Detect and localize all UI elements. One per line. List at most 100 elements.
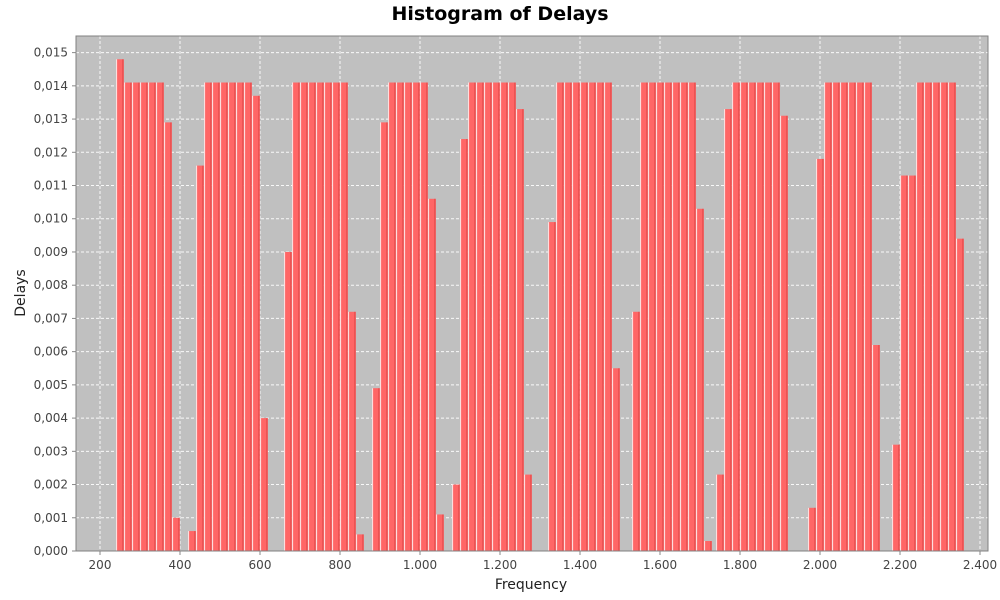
- bar-fill: [260, 418, 268, 551]
- histogram-bar: [764, 82, 772, 552]
- bar-fill: [856, 82, 864, 552]
- y-tick-label: 0,015: [34, 46, 68, 60]
- histogram-bar: [856, 82, 864, 552]
- histogram-bar: [292, 82, 300, 552]
- histogram-bar: [372, 388, 380, 551]
- bar-fill: [696, 208, 704, 551]
- bar-fill: [740, 82, 748, 552]
- histogram-bar: [476, 82, 484, 552]
- bar-fill: [204, 82, 212, 552]
- x-axis-label: Frequency: [495, 577, 567, 593]
- histogram-bar: [332, 82, 340, 552]
- histogram-bar: [664, 82, 672, 552]
- bar-fill: [772, 82, 780, 552]
- histogram-bar: [404, 82, 412, 552]
- histogram-bar: [780, 115, 788, 551]
- histogram-bar: [756, 82, 764, 552]
- histogram-bar: [436, 514, 444, 551]
- histogram-bar: [808, 507, 816, 551]
- histogram-bar: [704, 541, 712, 551]
- bar-fill: [948, 82, 956, 552]
- histogram-bar: [732, 82, 740, 552]
- bar-fill: [348, 311, 356, 551]
- histogram-bar: [164, 122, 172, 552]
- bar-fill: [380, 122, 388, 552]
- histogram-bar: [508, 82, 516, 552]
- bar-fill: [516, 109, 524, 551]
- bar-fill: [404, 82, 412, 552]
- histogram-bar: [388, 82, 396, 552]
- bar-fill: [252, 95, 260, 551]
- bar-fill: [124, 82, 132, 552]
- y-tick-label: 0,011: [34, 179, 68, 193]
- x-tick-label: 800: [329, 558, 352, 572]
- bar-fill: [580, 82, 588, 552]
- histogram-bar: [724, 109, 732, 551]
- bar-fill: [840, 82, 848, 552]
- bar-fill: [420, 82, 428, 552]
- bar-fill: [332, 82, 340, 552]
- histogram-bar: [696, 208, 704, 551]
- histogram-bar: [588, 82, 596, 552]
- bar-fill: [664, 82, 672, 552]
- bar-fill: [524, 474, 532, 551]
- histogram-bar: [148, 82, 156, 552]
- bar-fill: [500, 82, 508, 552]
- y-tick-label: 0,013: [34, 112, 68, 126]
- histogram-bar: [524, 474, 532, 551]
- y-tick-label: 0,001: [34, 511, 68, 525]
- histogram-bar: [492, 82, 500, 552]
- histogram-bar: [824, 82, 832, 552]
- histogram-bar: [132, 82, 140, 552]
- y-tick-label: 0,004: [34, 411, 68, 425]
- bar-fill: [732, 82, 740, 552]
- histogram-bar: [816, 158, 824, 551]
- histogram-bar: [748, 82, 756, 552]
- y-tick-label: 0,000: [34, 544, 68, 558]
- histogram-bar: [252, 95, 260, 551]
- histogram-bar: [412, 82, 420, 552]
- histogram-bar: [284, 251, 292, 551]
- bar-fill: [340, 82, 348, 552]
- y-tick-label: 0,005: [34, 378, 68, 392]
- histogram-bar: [556, 82, 564, 552]
- bars-group: [116, 59, 964, 552]
- bar-fill: [596, 82, 604, 552]
- bar-fill: [648, 82, 656, 552]
- y-tick-label: 0,007: [34, 311, 68, 325]
- x-tick-label: 2.400: [963, 558, 997, 572]
- histogram-bar: [572, 82, 580, 552]
- y-tick-label: 0,002: [34, 478, 68, 492]
- histogram-bar: [680, 82, 688, 552]
- bar-fill: [756, 82, 764, 552]
- bar-fill: [572, 82, 580, 552]
- bar-fill: [704, 541, 712, 551]
- histogram-bar: [604, 82, 612, 552]
- bar-fill: [436, 514, 444, 551]
- histogram-bar: [260, 418, 268, 551]
- histogram-bar: [940, 82, 948, 552]
- bar-fill: [356, 534, 364, 551]
- bar-fill: [220, 82, 228, 552]
- bar-fill: [316, 82, 324, 552]
- bar-fill: [956, 238, 964, 551]
- histogram-bar: [640, 82, 648, 552]
- bar-fill: [132, 82, 140, 552]
- bar-fill: [932, 82, 940, 552]
- y-tick-label: 0,009: [34, 245, 68, 259]
- bar-fill: [452, 484, 460, 551]
- histogram-bar: [340, 82, 348, 552]
- bar-fill: [680, 82, 688, 552]
- bar-fill: [388, 82, 396, 552]
- bar-fill: [604, 82, 612, 552]
- histogram-bar: [172, 517, 180, 551]
- histogram-bar: [832, 82, 840, 552]
- histogram-bar: [772, 82, 780, 552]
- histogram-bar: [900, 175, 908, 551]
- bar-fill: [924, 82, 932, 552]
- bar-fill: [228, 82, 236, 552]
- bar-fill: [148, 82, 156, 552]
- histogram-bar: [500, 82, 508, 552]
- bar-fill: [764, 82, 772, 552]
